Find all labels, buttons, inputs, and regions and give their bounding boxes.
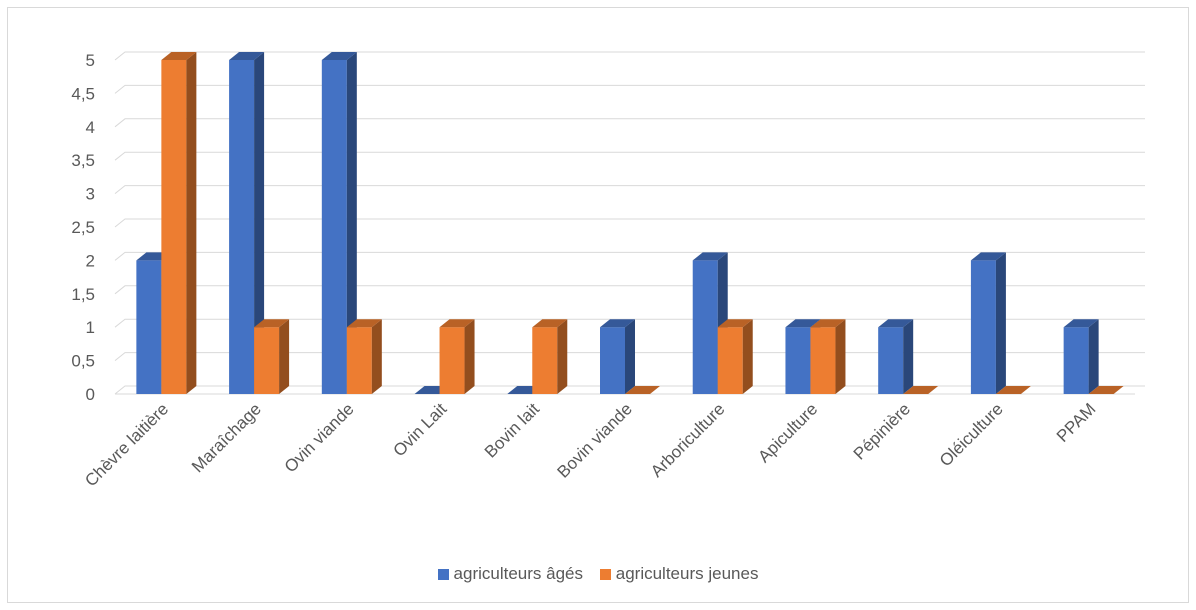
y-tick-label: 1,5 — [71, 285, 95, 304]
bar-series-1-5 — [625, 386, 660, 395]
bar-series-1-9 — [995, 386, 1031, 395]
gridline — [114, 251, 1145, 261]
x-category-label: Arboriculture — [647, 399, 729, 481]
legend-label-series-1: agriculteurs jeunes — [615, 564, 759, 583]
x-category-label: Ovin Lait — [389, 399, 450, 460]
bar-series-1-2 — [346, 319, 382, 394]
gridline — [114, 151, 1145, 161]
y-tick-label: 0,5 — [71, 352, 95, 371]
y-tick-label: 3,5 — [71, 151, 95, 170]
bar-series-0-10 — [1063, 319, 1099, 394]
legend-swatch-series-1 — [599, 568, 611, 580]
gridline — [114, 185, 1145, 194]
legend: agriculteurs âgés agriculteurs jeunes — [0, 564, 1196, 585]
x-category-label: Pépinière — [850, 399, 914, 463]
bar-series-0-1 — [229, 52, 265, 394]
legend-item-series-0: agriculteurs âgés — [437, 564, 584, 584]
y-tick-label: 4 — [86, 118, 95, 137]
x-category-label: Bovin viande — [554, 399, 636, 481]
gridline — [114, 118, 1145, 128]
bar-series-1-6 — [717, 319, 753, 394]
x-category-label: Oléiculture — [936, 399, 1007, 470]
legend-swatch-series-0 — [437, 568, 449, 580]
y-tick-label: 0 — [86, 385, 95, 404]
legend-label-series-0: agriculteurs âgés — [453, 564, 584, 583]
y-axis-tick-labels: 0 0,5 1 1,5 2 2,5 3 3,5 4 4,5 5 — [71, 51, 95, 404]
bar-series-1-4 — [532, 319, 568, 394]
bar-series-1-7 — [810, 319, 846, 394]
y-tick-label: 5 — [86, 51, 95, 70]
bar-series-0-2 — [321, 52, 357, 394]
y-tick-label: 2 — [86, 251, 95, 270]
y-tick-label: 1 — [86, 318, 95, 337]
bar-series-0-5 — [600, 319, 635, 394]
bar-series-0-8 — [878, 319, 914, 394]
y-tick-label: 2,5 — [71, 218, 95, 237]
x-axis-category-labels: Chèvre laitière Maraîchage Ovin viande Ovin… — [81, 399, 1099, 490]
bar-series-1-1 — [254, 319, 290, 394]
x-category-label: Chèvre laitière — [81, 399, 172, 490]
gridline — [114, 84, 1145, 94]
x-category-label: PPAM — [1053, 399, 1100, 446]
x-category-label: Apiculture — [754, 399, 821, 466]
bar-series-1-10 — [1088, 386, 1124, 395]
y-tick-label: 3 — [86, 185, 95, 204]
bar-series-0-9 — [970, 252, 1006, 394]
bar-series-1-8 — [903, 386, 939, 395]
legend-item-series-1: agriculteurs jeunes — [599, 564, 759, 584]
gridline — [114, 51, 1145, 61]
gridline — [114, 218, 1145, 228]
bar-series-1-0 — [161, 52, 197, 394]
x-category-label: Ovin viande — [281, 399, 358, 476]
bar-series-1-3 — [439, 319, 475, 394]
x-category-label: Maraîchage — [188, 399, 265, 476]
bars — [136, 52, 1124, 395]
x-category-label: Bovin lait — [481, 399, 543, 461]
y-tick-label: 4,5 — [71, 84, 95, 103]
gridline — [114, 285, 1145, 295]
